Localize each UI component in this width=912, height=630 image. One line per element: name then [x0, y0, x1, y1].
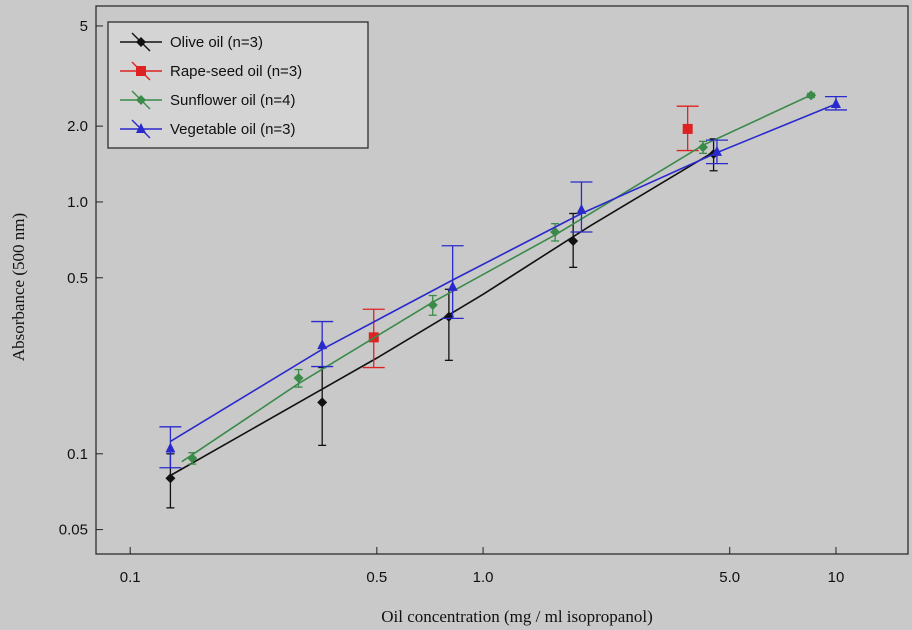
data-point — [443, 311, 454, 322]
data-point — [698, 142, 709, 153]
data-point — [293, 372, 304, 383]
x-tick-label: 1.0 — [473, 569, 494, 586]
data-point — [830, 97, 841, 108]
series-fit-line — [169, 103, 837, 443]
data-point — [682, 123, 693, 134]
series-2 — [181, 90, 817, 465]
plot-frame — [95, 5, 909, 555]
legend-marker — [136, 95, 146, 105]
data-point — [711, 145, 722, 156]
legend-marker — [136, 66, 146, 76]
legend-marker — [136, 123, 146, 133]
legend-item: Olive oil (n=3) — [120, 32, 263, 52]
y-tick-label: 0.05 — [59, 522, 88, 539]
series-layer — [159, 90, 847, 509]
legend-label: Rape-seed oil (n=3) — [170, 63, 302, 80]
data-point — [317, 339, 328, 350]
x-tick-label: 0.5 — [366, 569, 387, 586]
x-tick-label: 5.0 — [719, 569, 740, 586]
plot-area — [95, 5, 909, 555]
x-axis-title: Oil concentration (mg / ml isopropanol) — [381, 607, 652, 626]
legend-item: Vegetable oil (n=3) — [120, 119, 296, 139]
x-axis-ticks: 0.1 0.5 1.0 5.0 10 — [120, 547, 845, 586]
data-point — [576, 203, 587, 214]
legend-item: Rape-seed oil (n=3) — [120, 61, 302, 81]
data-point — [165, 473, 176, 484]
y-tick-label: 0.5 — [67, 270, 88, 287]
legend-label: Vegetable oil (n=3) — [170, 121, 296, 138]
y-tick-label: 5 — [80, 18, 88, 35]
data-point — [550, 226, 561, 237]
y-tick-label: 1.0 — [67, 194, 88, 211]
y-tick-label: 2.0 — [67, 118, 88, 135]
series-fit-line — [170, 151, 715, 477]
data-point — [447, 280, 458, 291]
y-axis-ticks: 0.05 0.1 0.5 1.0 2.0 5 — [59, 18, 103, 539]
x-tick-label: 0.1 — [120, 569, 141, 586]
data-point — [317, 397, 328, 408]
y-tick-label: 0.1 — [67, 446, 88, 463]
series-0 — [165, 138, 719, 509]
data-point — [165, 442, 176, 453]
y-axis-title: Absorbance (500 nm) — [9, 213, 28, 361]
legend-label: Sunflower oil (n=4) — [170, 92, 295, 109]
data-point — [806, 90, 817, 101]
data-point — [427, 299, 438, 310]
data-point — [187, 453, 198, 464]
data-point — [568, 235, 579, 246]
legend-box — [107, 21, 369, 149]
legend-marker — [136, 37, 146, 47]
legend: Olive oil (n=3) Rape-seed oil (n=3) Sunflo… — [107, 21, 369, 149]
x-tick-label: 10 — [828, 569, 845, 586]
series-fit-line — [181, 94, 812, 463]
legend-label: Olive oil (n=3) — [170, 34, 263, 51]
legend-item: Sunflower oil (n=4) — [120, 90, 295, 110]
series-3 — [159, 95, 847, 469]
